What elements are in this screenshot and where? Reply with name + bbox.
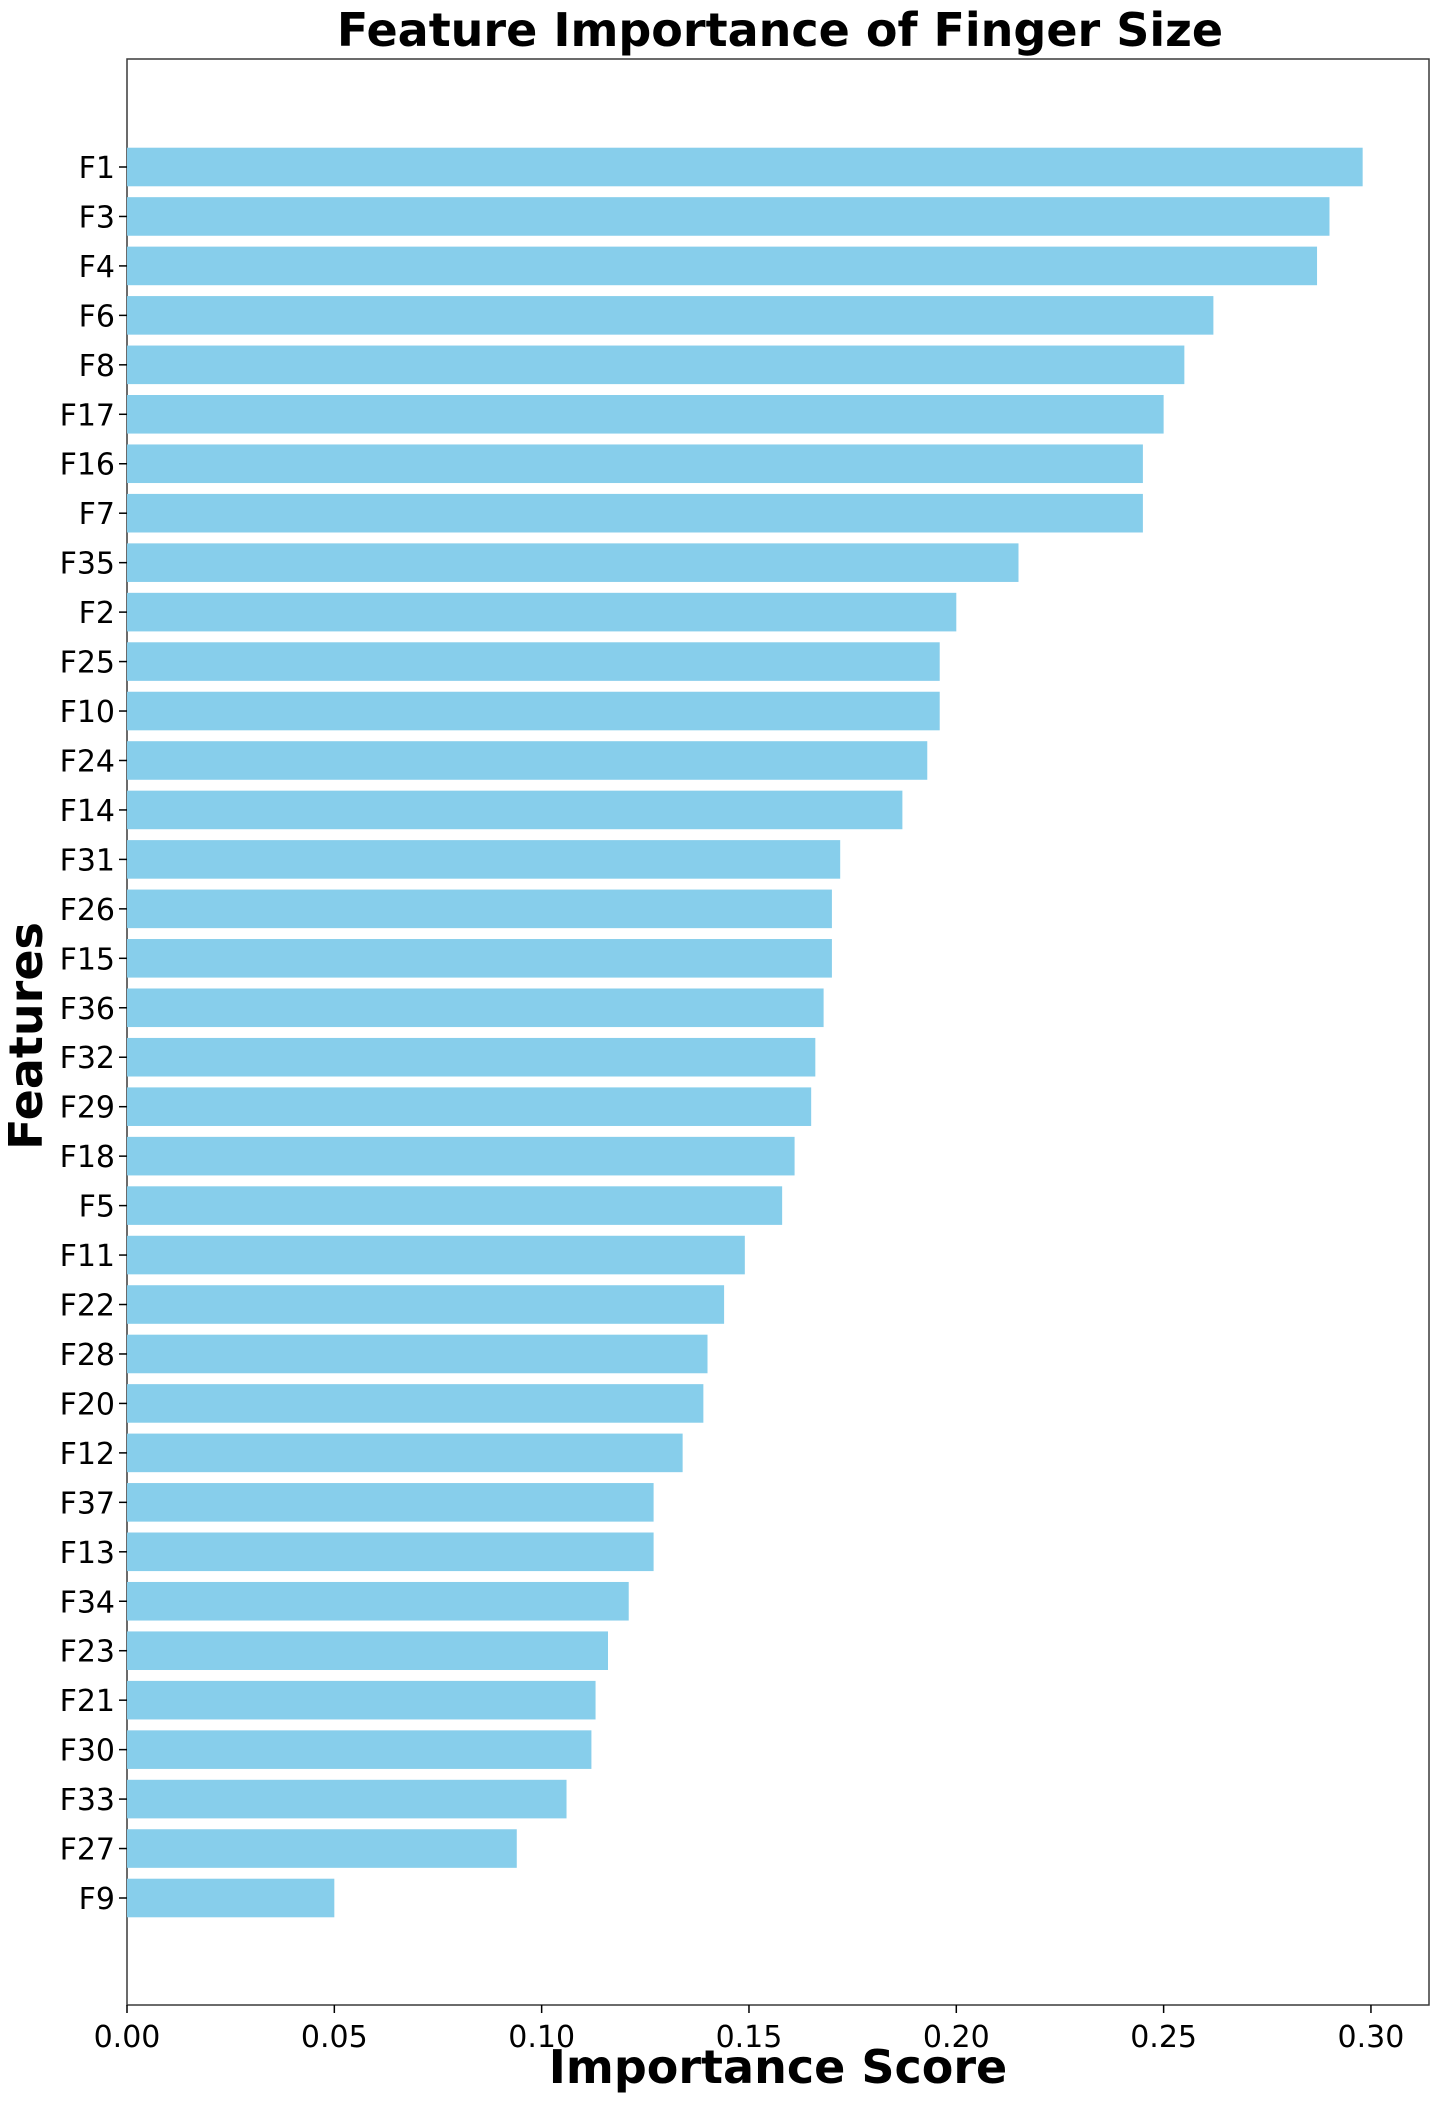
y-tick-label-f12: F12 bbox=[60, 1437, 115, 1472]
bar-f13 bbox=[127, 1532, 654, 1572]
y-tick-label-f10: F10 bbox=[60, 695, 115, 730]
bar-f16 bbox=[127, 444, 1143, 484]
bar-f36 bbox=[127, 988, 824, 1028]
y-tick-label-f37: F37 bbox=[60, 1486, 115, 1521]
y-tick-label-f6: F6 bbox=[79, 299, 115, 334]
bar-f33 bbox=[127, 1779, 567, 1819]
bar-f23 bbox=[127, 1631, 608, 1671]
x-tick-label-0: 0.00 bbox=[94, 2020, 161, 2055]
bar-f35 bbox=[127, 543, 1019, 582]
y-tick-label-f24: F24 bbox=[60, 744, 115, 779]
y-tick-label-f14: F14 bbox=[60, 794, 115, 829]
y-tick-label-f9: F9 bbox=[79, 1882, 115, 1917]
y-tick-label-f25: F25 bbox=[60, 646, 115, 681]
bar-f8 bbox=[127, 345, 1185, 385]
y-tick-label-f4: F4 bbox=[79, 250, 115, 285]
bar-f20 bbox=[127, 1384, 704, 1423]
y-tick-label-f32: F32 bbox=[60, 1041, 115, 1076]
y-tick-label-f13: F13 bbox=[60, 1536, 115, 1571]
y-tick-label-f28: F28 bbox=[60, 1338, 115, 1373]
y-tick-label-f34: F34 bbox=[60, 1585, 115, 1620]
bar-f2 bbox=[127, 592, 957, 632]
bar-f11 bbox=[127, 1235, 745, 1275]
bar-f31 bbox=[127, 840, 841, 879]
bar-f10 bbox=[127, 691, 940, 731]
bar-f9 bbox=[127, 1878, 335, 1918]
bar-f37 bbox=[127, 1483, 654, 1522]
x-tick-label-4: 0.20 bbox=[923, 2020, 990, 2055]
bar-f1 bbox=[127, 147, 1363, 187]
y-tick-label-f31: F31 bbox=[60, 843, 115, 878]
y-tick-label-f3: F3 bbox=[79, 200, 115, 235]
bar-f22 bbox=[127, 1285, 725, 1324]
x-tick-label-3: 0.15 bbox=[716, 2020, 783, 2055]
bar-f4 bbox=[127, 246, 1318, 286]
y-tick-label-f8: F8 bbox=[79, 349, 115, 384]
x-tick-label-1: 0.05 bbox=[301, 2020, 368, 2055]
y-tick-label-f21: F21 bbox=[60, 1684, 115, 1719]
y-tick-label-f27: F27 bbox=[60, 1833, 115, 1868]
bar-f7 bbox=[127, 493, 1143, 533]
y-tick-label-f23: F23 bbox=[60, 1635, 115, 1670]
bar-f3 bbox=[127, 197, 1330, 236]
y-tick-label-f20: F20 bbox=[60, 1387, 115, 1422]
y-tick-label-f18: F18 bbox=[60, 1140, 115, 1175]
bar-f5 bbox=[127, 1186, 783, 1225]
y-tick-label-f7: F7 bbox=[79, 497, 115, 532]
y-axis-label: Features bbox=[0, 922, 53, 1150]
y-tick-label-f33: F33 bbox=[60, 1783, 115, 1818]
y-tick-label-f22: F22 bbox=[60, 1289, 115, 1324]
bar-f27 bbox=[127, 1829, 517, 1868]
bar-f32 bbox=[127, 1037, 816, 1077]
y-tick-label-f5: F5 bbox=[79, 1190, 115, 1225]
x-axis-label: Importance Score bbox=[549, 2040, 1007, 2094]
y-tick-label-f1: F1 bbox=[79, 151, 115, 186]
bar-f14 bbox=[127, 790, 903, 830]
bar-f30 bbox=[127, 1730, 592, 1769]
bars-group bbox=[127, 147, 1363, 1918]
y-tick-label-f17: F17 bbox=[60, 398, 115, 433]
bar-f26 bbox=[127, 889, 832, 929]
y-tick-label-f2: F2 bbox=[79, 596, 115, 631]
y-tick-label-f36: F36 bbox=[60, 992, 115, 1027]
bar-f17 bbox=[127, 394, 1164, 434]
y-tick-label-f11: F11 bbox=[60, 1239, 115, 1274]
y-tick-label-f15: F15 bbox=[60, 942, 115, 977]
y-tick-labels: F1 F3 F4 F6 F8 F17 F16 F7 F35 F2 F25 F10 F24 F14 F31 F2… bbox=[60, 151, 127, 1917]
bar-f24 bbox=[127, 741, 928, 780]
x-tick-label-5: 0.25 bbox=[1130, 2020, 1197, 2055]
bar-f21 bbox=[127, 1680, 596, 1720]
y-tick-label-f26: F26 bbox=[60, 893, 115, 928]
x-tick-label-6: 0.30 bbox=[1338, 2020, 1405, 2055]
y-tick-label-f30: F30 bbox=[60, 1734, 115, 1769]
chart-title: Feature Importance of Finger Size bbox=[337, 3, 1223, 57]
bar-f34 bbox=[127, 1581, 629, 1621]
bar-f6 bbox=[127, 296, 1214, 335]
x-tick-label-2: 0.10 bbox=[508, 2020, 575, 2055]
y-tick-label-f29: F29 bbox=[60, 1091, 115, 1126]
plot-frame bbox=[126, 58, 1430, 2006]
bar-f29 bbox=[127, 1087, 812, 1126]
bar-f18 bbox=[127, 1136, 795, 1176]
bar-f12 bbox=[127, 1433, 683, 1473]
y-tick-label-f16: F16 bbox=[60, 448, 115, 483]
bar-f15 bbox=[127, 939, 832, 978]
bar-f28 bbox=[127, 1334, 708, 1374]
x-ticks: 0.00 0.05 0.10 0.15 0.20 0.25 0.30 bbox=[94, 2005, 1405, 2055]
bar-f25 bbox=[127, 642, 940, 681]
y-tick-label-f35: F35 bbox=[60, 547, 115, 582]
